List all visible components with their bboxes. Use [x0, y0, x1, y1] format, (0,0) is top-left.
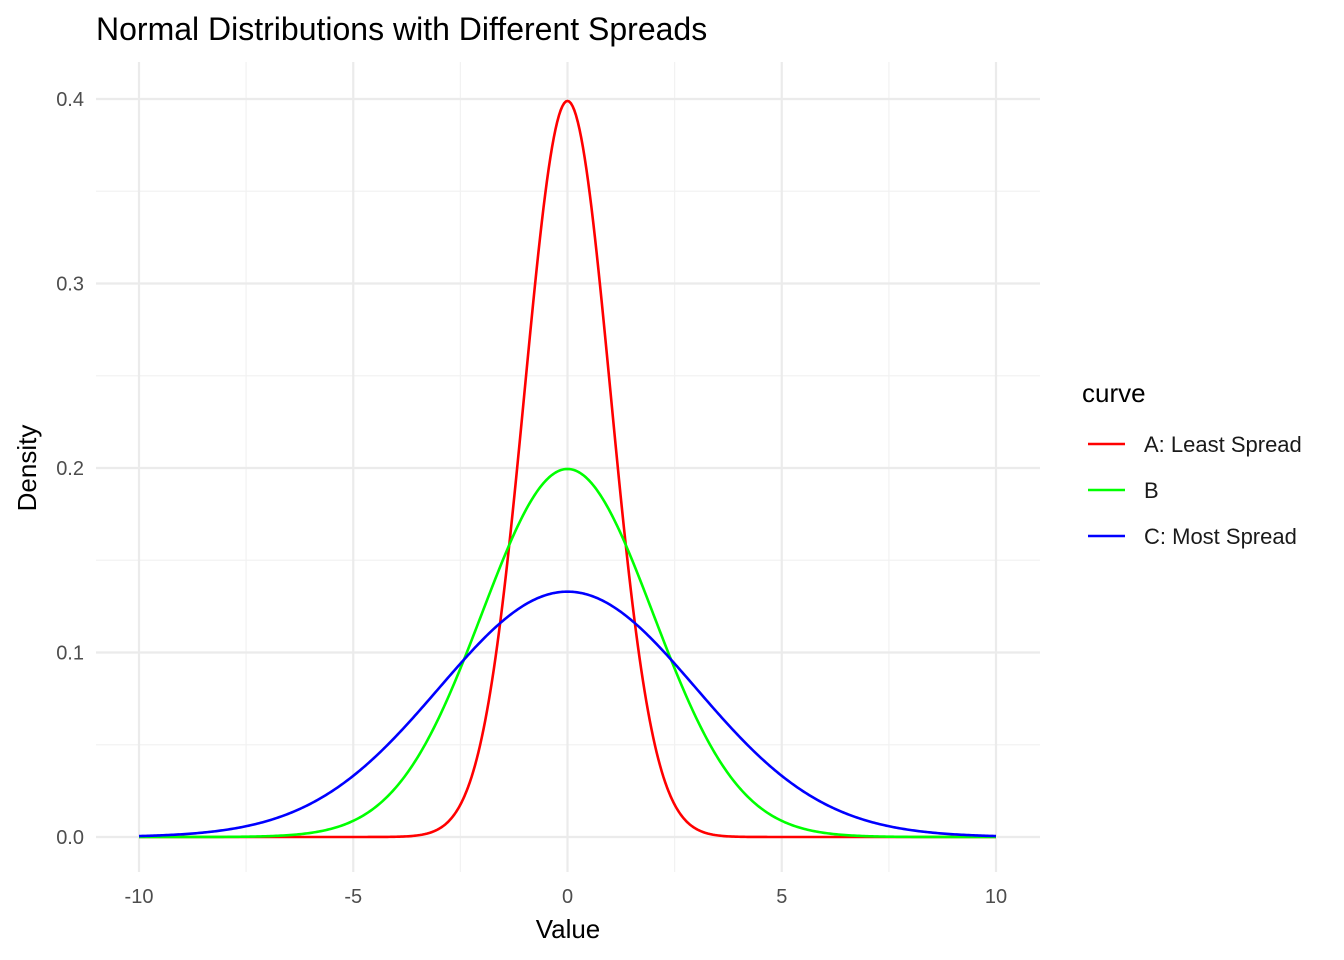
legend-label-1: A: Least Spread: [1144, 432, 1302, 457]
x-tick-labels: -10 -5 0 5 10: [125, 886, 1008, 908]
series-lines: [138, 99, 997, 839]
x-tick-label: 10: [985, 886, 1007, 908]
grid: [96, 62, 1040, 872]
y-tick-label: 0.1: [56, 643, 84, 665]
x-tick-label: -5: [344, 886, 362, 908]
y-tick-label: 0.4: [56, 89, 84, 111]
chart-title: Normal Distributions with Different Spre…: [96, 11, 707, 47]
legend-label-2: B: [1144, 478, 1159, 503]
series-line-1: [139, 99, 996, 839]
legend: curve A: Least Spread B C: Most Spread: [1082, 378, 1302, 549]
x-tick-label: -10: [125, 886, 154, 908]
x-tick-label: 0: [562, 886, 573, 908]
x-tick-label: 5: [776, 886, 787, 908]
y-tick-label: 0.3: [56, 274, 84, 296]
x-axis-title: Value: [536, 914, 601, 944]
y-tick-label: 0.0: [56, 827, 84, 849]
legend-label-3: C: Most Spread: [1144, 524, 1297, 549]
series-line-3: [138, 590, 997, 838]
series-line-2: [139, 467, 996, 839]
y-tick-label: 0.2: [56, 458, 84, 480]
legend-title: curve: [1082, 378, 1146, 408]
y-axis-title: Density: [12, 425, 42, 512]
y-tick-labels: 0.0 0.1 0.2 0.3 0.4: [56, 89, 84, 849]
